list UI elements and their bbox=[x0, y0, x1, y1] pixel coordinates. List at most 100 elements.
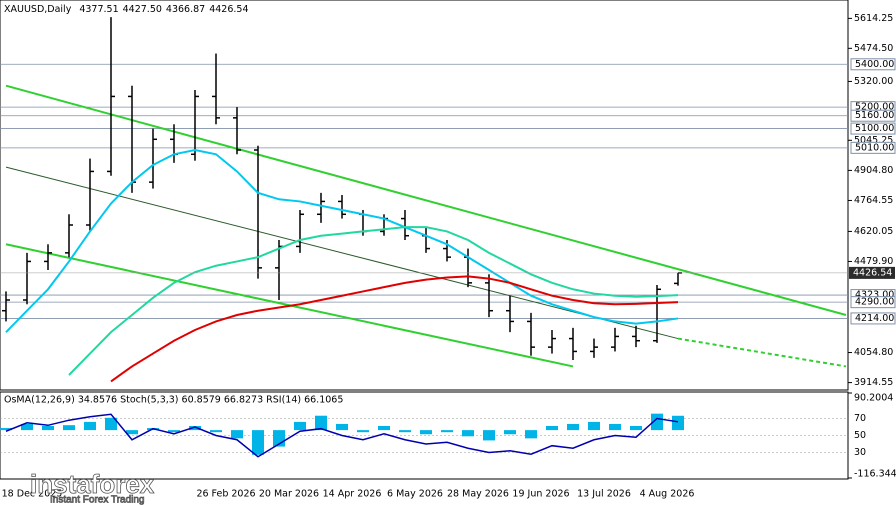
osma-bar bbox=[546, 426, 558, 431]
candle bbox=[65, 214, 73, 258]
osma-bar bbox=[21, 423, 33, 431]
moving-average bbox=[68, 226, 679, 376]
y-tick-label: 5474.50 bbox=[854, 43, 893, 54]
x-tick-label: 26 Feb 2026 bbox=[196, 489, 255, 500]
current-price-label: 4426.54 bbox=[853, 267, 892, 278]
osma-bar bbox=[441, 430, 453, 433]
osma-bar bbox=[651, 413, 663, 431]
current-price-box bbox=[849, 266, 895, 279]
osma-bar bbox=[357, 430, 369, 433]
level-label: 5010.00 bbox=[855, 142, 894, 153]
y2-tick-label: 90.2004 bbox=[854, 393, 893, 404]
osma-bar bbox=[42, 426, 54, 431]
watermark-brand: instaforex bbox=[30, 469, 155, 499]
symbol: XAUUSD,Daily bbox=[4, 4, 72, 15]
x-tick-label: 14 Apr 2026 bbox=[323, 489, 382, 500]
level-label: 5160.00 bbox=[855, 110, 894, 121]
candle bbox=[569, 327, 577, 360]
moving-average bbox=[110, 275, 679, 383]
candle bbox=[86, 158, 94, 232]
osma-bar bbox=[399, 430, 411, 433]
level-label-box bbox=[850, 58, 896, 71]
osma-bar bbox=[63, 425, 75, 431]
candle bbox=[632, 325, 640, 348]
y-tick-label: 5614.25 bbox=[854, 13, 893, 24]
candle bbox=[149, 128, 157, 189]
osma-bar bbox=[210, 430, 222, 433]
y-tick-label: 4054.80 bbox=[854, 347, 893, 358]
indicator-title: OsMA(12,26,9) 34.8576 Stoch(5,3,3) 60.85… bbox=[4, 395, 343, 406]
x-tick-label: 13 Jul 2026 bbox=[577, 489, 631, 500]
watermark-slogan: Instant Forex Trading bbox=[50, 495, 145, 505]
level-label-box bbox=[850, 109, 896, 122]
osma-bar bbox=[105, 417, 117, 431]
osma-bar bbox=[567, 423, 579, 431]
candle bbox=[212, 53, 220, 125]
osma-bar bbox=[294, 421, 306, 431]
level-label: 5400.00 bbox=[855, 59, 894, 70]
candle bbox=[548, 330, 556, 354]
level-label: 5100.00 bbox=[855, 123, 894, 134]
level-label-box bbox=[850, 296, 896, 309]
x-tick-label: 6 May 2026 bbox=[387, 489, 443, 500]
osma-bar bbox=[84, 421, 96, 431]
osma-bar bbox=[504, 430, 516, 435]
osma-bar bbox=[231, 430, 243, 439]
osma-bar bbox=[672, 415, 684, 431]
candle bbox=[653, 285, 661, 343]
y-tick-label: 4904.80 bbox=[854, 165, 893, 176]
high-value: 4427.50 bbox=[123, 4, 162, 15]
x-tick-label: 19 Jun 2026 bbox=[512, 489, 569, 500]
candle bbox=[485, 274, 493, 318]
y-tick-label: 4479.90 bbox=[854, 256, 893, 267]
osma-bar bbox=[420, 430, 432, 435]
level-label-box bbox=[850, 122, 896, 135]
level-label: 4290.00 bbox=[855, 297, 894, 308]
y-tick-label: 5320.00 bbox=[854, 76, 893, 87]
osma-bar bbox=[462, 430, 474, 437]
y2-tick-label: -116.3446 bbox=[854, 469, 896, 480]
x-tick-label: 4 Aug 2026 bbox=[640, 489, 695, 500]
osma-bar bbox=[336, 423, 348, 431]
osma-bar bbox=[252, 430, 264, 455]
candle bbox=[401, 210, 409, 240]
level-label: 4323.00 bbox=[855, 290, 894, 301]
osma-bar bbox=[168, 430, 180, 433]
osma-bar bbox=[630, 426, 642, 431]
open-value: 4377.51 bbox=[79, 4, 118, 15]
osma-bar bbox=[525, 430, 537, 439]
osma-bar bbox=[588, 421, 600, 431]
y-tick-label: 4620.05 bbox=[854, 226, 893, 237]
candle bbox=[233, 107, 241, 155]
candle bbox=[317, 192, 325, 223]
chart-title: XAUUSD,Daily 4377.51 4427.50 4366.87 4426.54 bbox=[4, 4, 249, 15]
trendline bbox=[677, 337, 847, 368]
level-label: 5200.00 bbox=[855, 102, 894, 113]
x-tick-label: 20 Mar 2026 bbox=[259, 489, 319, 500]
osma-bar bbox=[315, 415, 327, 431]
candle bbox=[107, 17, 115, 176]
trendline bbox=[5, 84, 847, 316]
candle bbox=[338, 195, 346, 219]
osma-bar bbox=[609, 423, 621, 431]
y-tick-label: 5045.25 bbox=[854, 135, 893, 146]
candle bbox=[2, 291, 10, 322]
indicator-line bbox=[5, 413, 679, 458]
candle bbox=[296, 210, 304, 253]
level-label: 4214.00 bbox=[855, 313, 894, 324]
y-tick-label: 50 bbox=[854, 430, 866, 441]
x-tick-label: 18 Dec 2025 bbox=[2, 489, 63, 500]
low-value: 4366.87 bbox=[166, 4, 205, 15]
osma-bar bbox=[0, 428, 12, 431]
osma-bar bbox=[483, 430, 495, 441]
x-tick-label: 28 May 2026 bbox=[447, 489, 509, 500]
candle bbox=[191, 90, 199, 161]
osma-bar bbox=[378, 426, 390, 431]
y-tick-label: 30 bbox=[854, 447, 866, 458]
main-panel bbox=[0, 0, 849, 391]
y-tick-label: 70 bbox=[854, 413, 866, 424]
osma-bar bbox=[189, 426, 201, 431]
moving-average bbox=[5, 148, 679, 333]
candle bbox=[590, 338, 598, 358]
